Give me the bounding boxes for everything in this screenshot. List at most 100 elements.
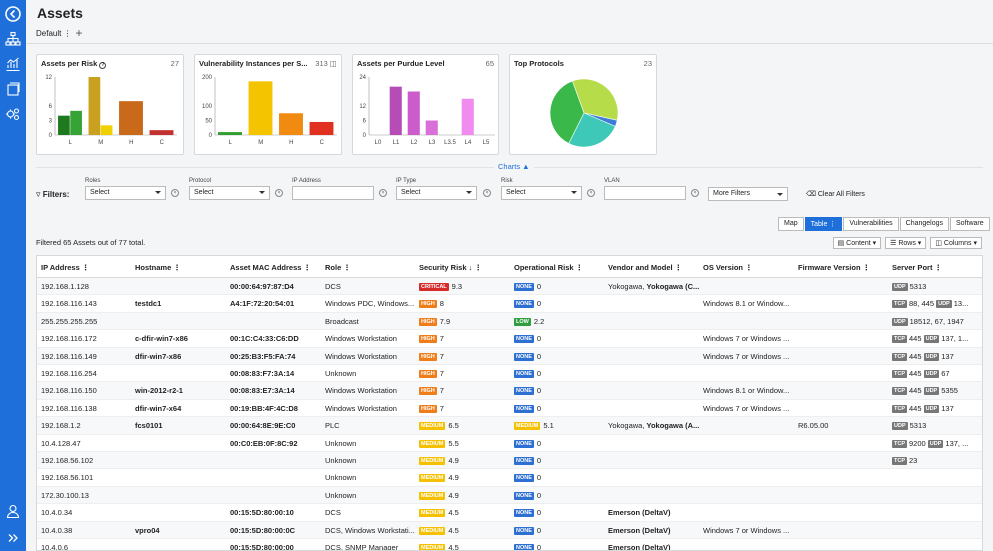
clear-ip-address-icon[interactable]: × (379, 189, 387, 197)
rows-dropdown[interactable]: ☰ Rows ▾ (885, 237, 927, 249)
col-role[interactable]: Role ⋮ (325, 263, 351, 272)
cell-mac-address: 00:25:B3:F5:FA:74 (230, 351, 296, 361)
table-row[interactable]: 192.168.116.172 c-dfir-win7-x86 00:1C:C4:3… (37, 330, 982, 348)
cell-role: Broadcast (325, 316, 359, 326)
card-vuln-instances[interactable]: Vulnerability Instances per S... 313 ◫ 0… (194, 54, 342, 155)
view-tab-table[interactable]: Table ⋮ (804, 217, 843, 231)
bar[interactable] (70, 110, 82, 135)
table-row[interactable]: 10.4.0.34 00:15:5D:80:00:10 DCS MEDIUM 4.5 NO… (37, 504, 982, 522)
col-mac-address[interactable]: Asset MAC Address ⋮ (230, 263, 311, 272)
col-server-port[interactable]: Server Port ⋮ (892, 263, 943, 272)
cell-ip-address: 192.168.116.149 (41, 351, 97, 361)
table-row[interactable]: 10.4.0.6 00:15:5D:80:00:00 DCS, SNMP Manag… (37, 539, 982, 551)
analytics-icon[interactable] (5, 56, 21, 72)
table-row[interactable]: 172.30.100.13 Unknown MEDIUM 4.9 NONE 0 (37, 486, 982, 505)
cell-operational-risk: NONE 0 (514, 526, 606, 535)
clear-vlan-icon[interactable]: × (691, 189, 699, 197)
table-row[interactable]: 192.168.116.149 dfir-win7-x86 00:25:B3:F5:… (37, 347, 982, 365)
bar[interactable] (389, 86, 402, 135)
card-top-protocols[interactable]: Top Protocols 23 (509, 54, 657, 155)
bar[interactable] (461, 98, 474, 135)
bar[interactable] (248, 81, 273, 135)
pie-slice[interactable] (549, 80, 585, 144)
content-dropdown[interactable]: ▤ Content ▾ (832, 237, 882, 249)
table-row[interactable]: 192.168.116.143 testdc1 A4:1F:72:20:54:01 W… (37, 295, 982, 313)
tab-default-label: Default (36, 29, 62, 38)
add-tab-button[interactable]: + (75, 26, 83, 40)
tab-menu-icon[interactable]: ⋮ (63, 29, 72, 38)
table-row[interactable]: 192.168.56.101 Unknown MEDIUM 4.9 NONE 0 (37, 469, 982, 487)
cell-security-risk: HIGH 8 (419, 299, 511, 309)
help-icon[interactable]: ? (99, 62, 107, 69)
y-tick-label: 50 (205, 119, 212, 125)
col-ip-address[interactable]: IP Address ⋮ (41, 263, 90, 272)
table-row[interactable]: 10.4.128.47 00:C0:EB:0F:8C:92 Unknown MEDIU… (37, 434, 982, 452)
user-profile-icon[interactable] (5, 503, 21, 519)
expand-sidebar-icon[interactable] (5, 530, 21, 546)
more-filters-select[interactable]: More Filters (708, 187, 788, 201)
bar[interactable] (309, 121, 334, 135)
columns-dropdown[interactable]: ◫ Columns ▾ (930, 237, 982, 249)
protocol-select[interactable]: Select (189, 186, 270, 200)
database-icon[interactable]: ◫ (329, 59, 337, 68)
pie-slice[interactable] (568, 112, 616, 148)
content-icon: ▤ (837, 240, 845, 247)
table-row[interactable]: 192.168.116.138 dfir-win7-x64 00:19:BB:4F:… (37, 399, 982, 418)
chevron-down-icon (571, 191, 577, 194)
col-hostname[interactable]: Hostname ⋮ (135, 263, 181, 272)
clear-protocol-icon[interactable]: × (275, 189, 283, 197)
clear-all-filters-button[interactable]: ⌫ Clear All Filters (806, 191, 865, 198)
col-firmware-version[interactable]: Firmware Version ⋮ (798, 263, 871, 272)
table-row[interactable]: 192.168.1.128 00:00:64:97:87:D4 DCS CRITICA… (37, 278, 982, 296)
settings-cogs-icon[interactable] (5, 106, 21, 122)
col-vendor-model[interactable]: Vendor and Model ⋮ (608, 263, 683, 272)
bar[interactable] (279, 113, 303, 135)
col-security-risk[interactable]: Security Risk ↓ ⋮ (419, 263, 482, 272)
charts-toggle[interactable]: Charts ▲ (494, 162, 534, 171)
cell-hostname: dfir-win7-x86 (135, 351, 182, 361)
protocol-badge: UDP (923, 335, 940, 344)
risk-select[interactable]: Select (501, 186, 582, 200)
pie-slice[interactable] (571, 78, 619, 121)
inventory-icon[interactable] (5, 81, 21, 97)
table-row[interactable]: 192.168.1.2 fcs0101 00:00:64:8E:9E:C0 PLC ME… (37, 417, 982, 435)
page-title: Assets (37, 5, 83, 21)
tab-default[interactable]: Default ⋮ (36, 29, 72, 38)
clear-ip-type-icon[interactable]: × (483, 189, 491, 197)
table-row[interactable]: 192.168.56.102 Unknown MEDIUM 4.9 NONE 0 TCP 23 (37, 452, 982, 470)
col-os-version[interactable]: OS Version ⋮ (703, 263, 753, 272)
bar[interactable] (218, 132, 242, 135)
card-assets-per-risk[interactable]: Assets per Risk ? 27 0 3 6 12 L M H C (36, 54, 184, 155)
app-logo-icon[interactable] (5, 6, 21, 22)
ip-type-select[interactable]: Select (396, 186, 477, 200)
table-row[interactable]: 10.4.0.38 vpro04 00:15:5D:80:00:0C DCS, Win… (37, 521, 982, 539)
clear-risk-icon[interactable]: × (587, 189, 595, 197)
y-tick-label: 100 (202, 104, 213, 110)
card-assets-per-purdue[interactable]: Assets per Purdue Level 65 0 6 12 24 L0 L1 L2 L… (352, 54, 499, 155)
vlan-input[interactable] (604, 186, 686, 200)
bar[interactable] (425, 120, 438, 136)
network-tree-icon[interactable] (5, 31, 21, 47)
clear-roles-icon[interactable]: × (171, 189, 179, 197)
bar[interactable] (407, 91, 420, 136)
ip-address-input[interactable] (292, 186, 374, 200)
cell-ip-address: 10.4.0.6 (41, 543, 69, 551)
table-row[interactable]: 192.168.116.254 00:08:83:F7:3A:14 Unknown H… (37, 365, 982, 383)
bar[interactable] (149, 130, 174, 135)
bar[interactable] (88, 77, 101, 135)
table-row[interactable]: 192.168.116.150 win-2012-r2-1 00:08:83:E7:… (37, 382, 982, 400)
y-tick-label: 6 (363, 119, 367, 125)
table-row[interactable]: 255.255.255.255 Broadcast HIGH 7.9 LOW 2.2 UDP… (37, 312, 982, 331)
bar[interactable] (58, 115, 70, 135)
cell-mac-address: 00:15:5D:80:00:10 (230, 508, 294, 518)
operational-risk-score: 0 (536, 369, 542, 378)
roles-select[interactable]: Select (85, 186, 166, 200)
col-operational-risk[interactable]: Operational Risk ⋮ (514, 263, 584, 272)
operational-risk-badge: LOW (514, 317, 531, 326)
view-tab-software[interactable]: Software (950, 217, 990, 231)
view-tab-map[interactable]: Map (778, 217, 804, 231)
view-tab-vulnerabilities[interactable]: Vulnerabilities (843, 217, 899, 231)
bar[interactable] (119, 101, 143, 135)
view-tab-changelogs[interactable]: Changelogs (899, 217, 950, 231)
bar[interactable] (100, 125, 113, 135)
